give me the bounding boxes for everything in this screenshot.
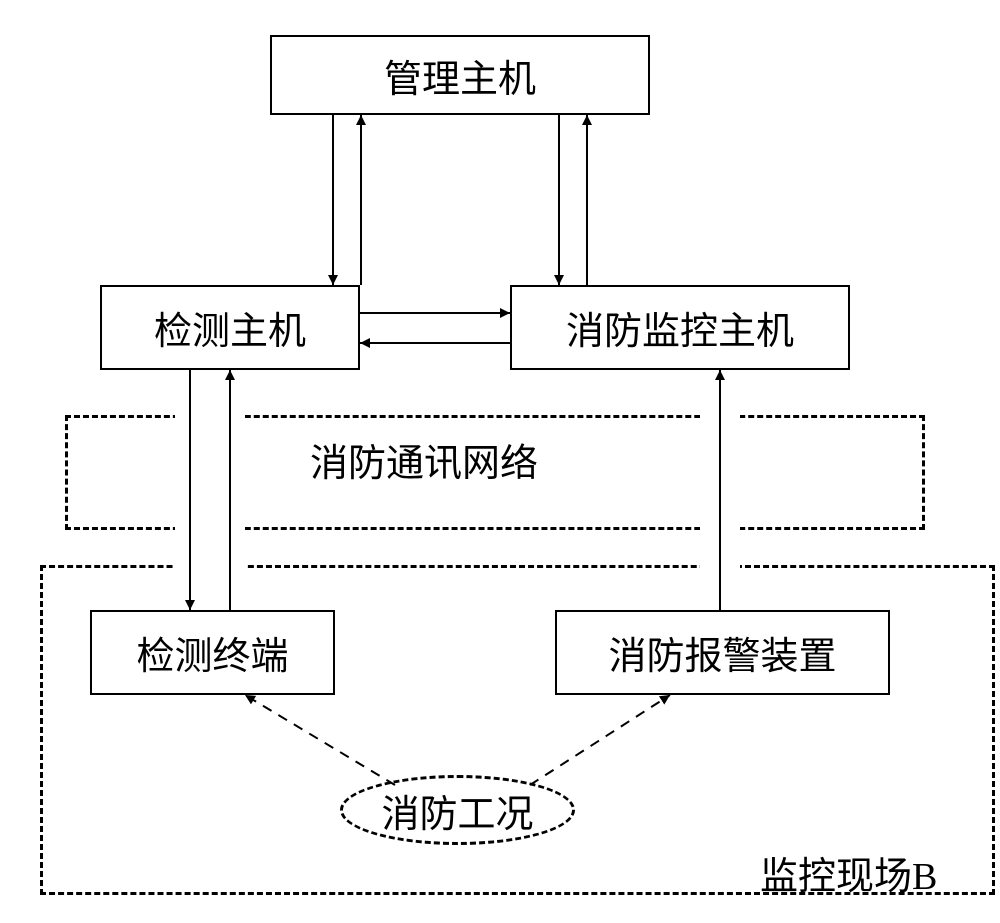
node-management-host: 管理主机: [270, 35, 650, 115]
node-fire-condition: 消防工况: [340, 775, 575, 845]
node-label: 消防监控主机: [566, 300, 794, 355]
node-detection-host: 检测主机: [100, 285, 360, 370]
node-fire-monitor-host: 消防监控主机: [510, 285, 850, 370]
node-detection-terminal: 检测终端: [90, 610, 335, 695]
node-label: 管理主机: [384, 48, 536, 103]
region-monitor-site-label: 监控现场B: [760, 845, 937, 900]
node-fire-alarm-device: 消防报警装置: [555, 610, 890, 695]
node-label: 检测主机: [154, 300, 306, 355]
region-comm-network-label: 消防通讯网络: [310, 432, 538, 487]
node-label: 检测终端: [136, 625, 288, 680]
node-label: 消防工况: [381, 783, 533, 838]
node-label: 消防报警装置: [608, 625, 836, 680]
diagram-canvas: 消防通讯网络 监控现场B 管理主机 检测主机 消防监控主机 检测终端 消防报警装…: [0, 0, 1000, 923]
